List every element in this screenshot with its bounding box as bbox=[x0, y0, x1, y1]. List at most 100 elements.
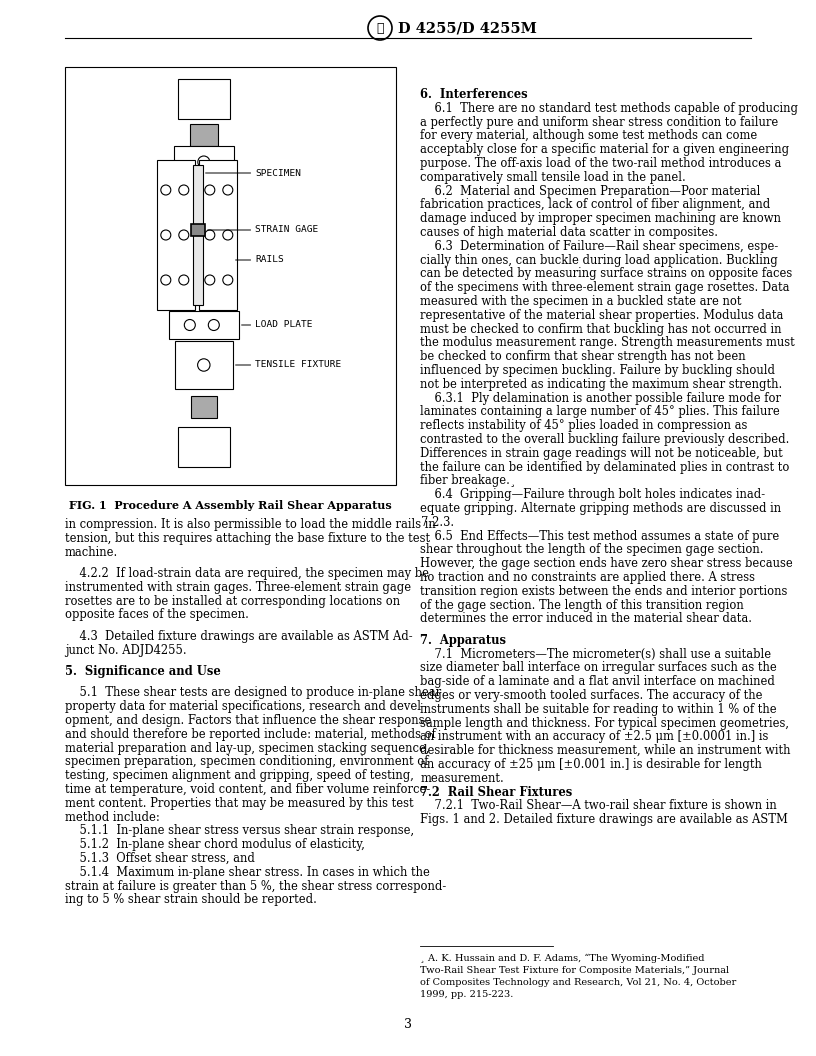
Text: representative of the material shear properties. Modulus data: representative of the material shear pro… bbox=[420, 308, 784, 322]
Text: fabrication practices, lack of control of fiber alignment, and: fabrication practices, lack of control o… bbox=[420, 199, 771, 211]
Circle shape bbox=[179, 185, 188, 195]
Text: influenced by specimen buckling. Failure by buckling should: influenced by specimen buckling. Failure… bbox=[420, 364, 775, 377]
Text: ment content. Properties that may be measured by this test: ment content. Properties that may be mea… bbox=[65, 797, 414, 810]
Text: comparatively small tensile load in the panel.: comparatively small tensile load in the … bbox=[420, 171, 686, 184]
Bar bbox=[178, 427, 230, 467]
Text: property data for material specifications, research and devel-: property data for material specification… bbox=[65, 700, 425, 713]
Text: Figs. 1 and 2. Detailed fixture drawings are available as ASTM: Figs. 1 and 2. Detailed fixture drawings… bbox=[420, 813, 788, 826]
Text: of Composites Technology and Research, Vol 21, No. 4, October: of Composites Technology and Research, V… bbox=[420, 978, 737, 987]
Text: an instrument with an accuracy of ±2.5 μm [±0.0001 in.] is: an instrument with an accuracy of ±2.5 μ… bbox=[420, 731, 769, 743]
Circle shape bbox=[205, 275, 215, 285]
Bar bbox=[174, 146, 234, 178]
Text: reflects instability of 45° plies loaded in compression as: reflects instability of 45° plies loaded… bbox=[420, 419, 748, 432]
Text: specimen preparation, specimen conditioning, environment of: specimen preparation, specimen condition… bbox=[65, 755, 428, 769]
Circle shape bbox=[368, 16, 392, 40]
Text: no traction and no constraints are applied there. A stress: no traction and no constraints are appli… bbox=[420, 571, 756, 584]
Text: ing to 5 % shear strain should be reported.: ing to 5 % shear strain should be report… bbox=[65, 893, 317, 906]
Text: 5.1  These shear tests are designed to produce in-plane shear: 5.1 These shear tests are designed to pr… bbox=[65, 686, 441, 699]
Text: 6.4  Gripping—Failure through bolt holes indicates inad-: 6.4 Gripping—Failure through bolt holes … bbox=[420, 488, 765, 502]
Text: 6.3  Determination of Failure—Rail shear specimens, espe-: 6.3 Determination of Failure—Rail shear … bbox=[420, 240, 778, 252]
Text: instrumented with strain gages. Three-element strain gage: instrumented with strain gages. Three-el… bbox=[65, 581, 411, 593]
Circle shape bbox=[197, 156, 210, 168]
Text: shear throughout the length of the specimen gage section.: shear throughout the length of the speci… bbox=[420, 544, 764, 557]
Text: causes of high material data scatter in composites.: causes of high material data scatter in … bbox=[420, 226, 719, 239]
Circle shape bbox=[179, 230, 188, 240]
Text: 5.  Significance and Use: 5. Significance and Use bbox=[65, 665, 221, 678]
Text: RAILS: RAILS bbox=[255, 256, 284, 264]
Text: 5.1.1  In-plane shear stress versus shear strain response,: 5.1.1 In-plane shear stress versus shear… bbox=[65, 825, 415, 837]
Circle shape bbox=[205, 230, 215, 240]
Bar bbox=[169, 312, 239, 339]
Text: time at temperature, void content, and fiber volume reinforce-: time at temperature, void content, and f… bbox=[65, 782, 430, 796]
Text: cially thin ones, can buckle during load application. Buckling: cially thin ones, can buckle during load… bbox=[420, 253, 778, 266]
Text: 6.2  Material and Specimen Preparation—Poor material: 6.2 Material and Specimen Preparation—Po… bbox=[420, 185, 761, 197]
Text: opment, and design. Factors that influence the shear response: opment, and design. Factors that influen… bbox=[65, 714, 432, 727]
Text: measured with the specimen in a buckled state are not: measured with the specimen in a buckled … bbox=[420, 295, 742, 308]
Text: can be detected by measuring surface strains on opposite faces: can be detected by measuring surface str… bbox=[420, 267, 793, 281]
Text: the modulus measurement range. Strength measurements must: the modulus measurement range. Strength … bbox=[420, 337, 796, 350]
Text: of the gage section. The length of this transition region: of the gage section. The length of this … bbox=[420, 599, 744, 611]
Text: purpose. The off-axis load of the two-rail method introduces a: purpose. The off-axis load of the two-ra… bbox=[420, 157, 782, 170]
Text: measurement.: measurement. bbox=[420, 772, 504, 785]
Text: not be interpreted as indicating the maximum shear strength.: not be interpreted as indicating the max… bbox=[420, 378, 783, 391]
Bar bbox=[175, 341, 233, 389]
Text: be checked to confirm that shear strength has not been: be checked to confirm that shear strengt… bbox=[420, 351, 746, 363]
Text: 7.  Apparatus: 7. Apparatus bbox=[420, 634, 507, 646]
Text: D 4255/D 4255M: D 4255/D 4255M bbox=[398, 21, 537, 35]
Text: 7.2.1  Two-Rail Shear—A two-rail shear fixture is shown in: 7.2.1 Two-Rail Shear—A two-rail shear fi… bbox=[420, 799, 778, 812]
Text: an accuracy of ±25 μm [±0.001 in.] is desirable for length: an accuracy of ±25 μm [±0.001 in.] is de… bbox=[420, 758, 762, 771]
Text: fiber breakage.¸: fiber breakage.¸ bbox=[420, 474, 517, 488]
Circle shape bbox=[223, 185, 233, 195]
Text: rosettes are to be installed at corresponding locations on: rosettes are to be installed at correspo… bbox=[65, 595, 400, 607]
Text: the failure can be identified by delaminated plies in contrast to: the failure can be identified by delamin… bbox=[420, 460, 790, 473]
Circle shape bbox=[205, 185, 215, 195]
Circle shape bbox=[161, 185, 171, 195]
Text: STRAIN GAGE: STRAIN GAGE bbox=[255, 226, 318, 234]
Text: Two-Rail Shear Test Fixture for Composite Materials,” Journal: Two-Rail Shear Test Fixture for Composit… bbox=[420, 966, 730, 975]
Text: 7.1  Micrometers—The micrometer(s) shall use a suitable: 7.1 Micrometers—The micrometer(s) shall … bbox=[420, 647, 772, 661]
Text: of the specimens with three-element strain gage rosettes. Data: of the specimens with three-element stra… bbox=[420, 281, 790, 295]
Text: However, the gage section ends have zero shear stress because: However, the gage section ends have zero… bbox=[420, 558, 793, 570]
Text: 5.1.2  In-plane shear chord modulus of elasticity,: 5.1.2 In-plane shear chord modulus of el… bbox=[65, 838, 365, 851]
Text: sample length and thickness. For typical specimen geometries,: sample length and thickness. For typical… bbox=[420, 717, 790, 730]
Text: junct No. ADJD4255.: junct No. ADJD4255. bbox=[65, 643, 187, 657]
Text: SPECIMEN: SPECIMEN bbox=[255, 169, 301, 177]
Circle shape bbox=[223, 230, 233, 240]
Circle shape bbox=[184, 320, 195, 331]
Text: TENSILE FIXTURE: TENSILE FIXTURE bbox=[255, 360, 342, 370]
Text: 4.3  Detailed fixture drawings are available as ASTM Ad-: 4.3 Detailed fixture drawings are availa… bbox=[65, 629, 413, 643]
Text: transition region exists between the ends and interior portions: transition region exists between the end… bbox=[420, 585, 788, 598]
Bar bbox=[65, 67, 396, 485]
Text: 6.  Interferences: 6. Interferences bbox=[420, 88, 528, 101]
Text: for every material, although some test methods can come: for every material, although some test m… bbox=[420, 130, 758, 143]
Text: equate gripping. Alternate gripping methods are discussed in: equate gripping. Alternate gripping meth… bbox=[420, 502, 782, 515]
Text: method include:: method include: bbox=[65, 811, 160, 824]
Text: ¸ A. K. Hussain and D. F. Adams, “The Wyoming-Modified: ¸ A. K. Hussain and D. F. Adams, “The Wy… bbox=[420, 954, 705, 963]
Text: Ⓜ: Ⓜ bbox=[376, 21, 384, 35]
Text: in compression. It is also permissible to load the middle rails in: in compression. It is also permissible t… bbox=[65, 518, 436, 531]
Text: testing, specimen alignment and gripping, speed of testing,: testing, specimen alignment and gripping… bbox=[65, 769, 414, 782]
Bar bbox=[193, 165, 203, 305]
Text: 1999, pp. 215-223.: 1999, pp. 215-223. bbox=[420, 991, 514, 999]
Text: strain at failure is greater than 5 %, the shear stress correspond-: strain at failure is greater than 5 %, t… bbox=[65, 880, 446, 892]
Circle shape bbox=[161, 230, 171, 240]
Text: must be checked to confirm that buckling has not occurred in: must be checked to confirm that buckling… bbox=[420, 322, 782, 336]
Bar bbox=[191, 396, 217, 418]
Circle shape bbox=[179, 275, 188, 285]
Text: instruments shall be suitable for reading to within 1 % of the: instruments shall be suitable for readin… bbox=[420, 703, 777, 716]
Text: FIG. 1  Procedure A Assembly Rail Shear Apparatus: FIG. 1 Procedure A Assembly Rail Shear A… bbox=[69, 499, 392, 511]
Text: laminates containing a large number of 45° plies. This failure: laminates containing a large number of 4… bbox=[420, 406, 780, 418]
Bar bbox=[178, 79, 230, 119]
Bar bbox=[190, 124, 218, 146]
Text: desirable for thickness measurement, while an instrument with: desirable for thickness measurement, whi… bbox=[420, 744, 791, 757]
Text: 6.3.1  Ply delamination is another possible failure mode for: 6.3.1 Ply delamination is another possib… bbox=[420, 392, 782, 404]
Bar bbox=[191, 224, 205, 235]
Text: determines the error induced in the material shear data.: determines the error induced in the mate… bbox=[420, 612, 752, 625]
Text: Differences in strain gage readings will not be noticeable, but: Differences in strain gage readings will… bbox=[420, 447, 783, 459]
Text: bag-side of a laminate and a flat anvil interface on machined: bag-side of a laminate and a flat anvil … bbox=[420, 675, 775, 689]
Text: 4.2.2  If load-strain data are required, the specimen may be: 4.2.2 If load-strain data are required, … bbox=[65, 567, 429, 580]
Circle shape bbox=[223, 275, 233, 285]
Text: size diameter ball interface on irregular surfaces such as the: size diameter ball interface on irregula… bbox=[420, 661, 778, 675]
Text: and should therefore be reported include: material, methods of: and should therefore be reported include… bbox=[65, 728, 436, 740]
Bar bbox=[199, 161, 237, 310]
